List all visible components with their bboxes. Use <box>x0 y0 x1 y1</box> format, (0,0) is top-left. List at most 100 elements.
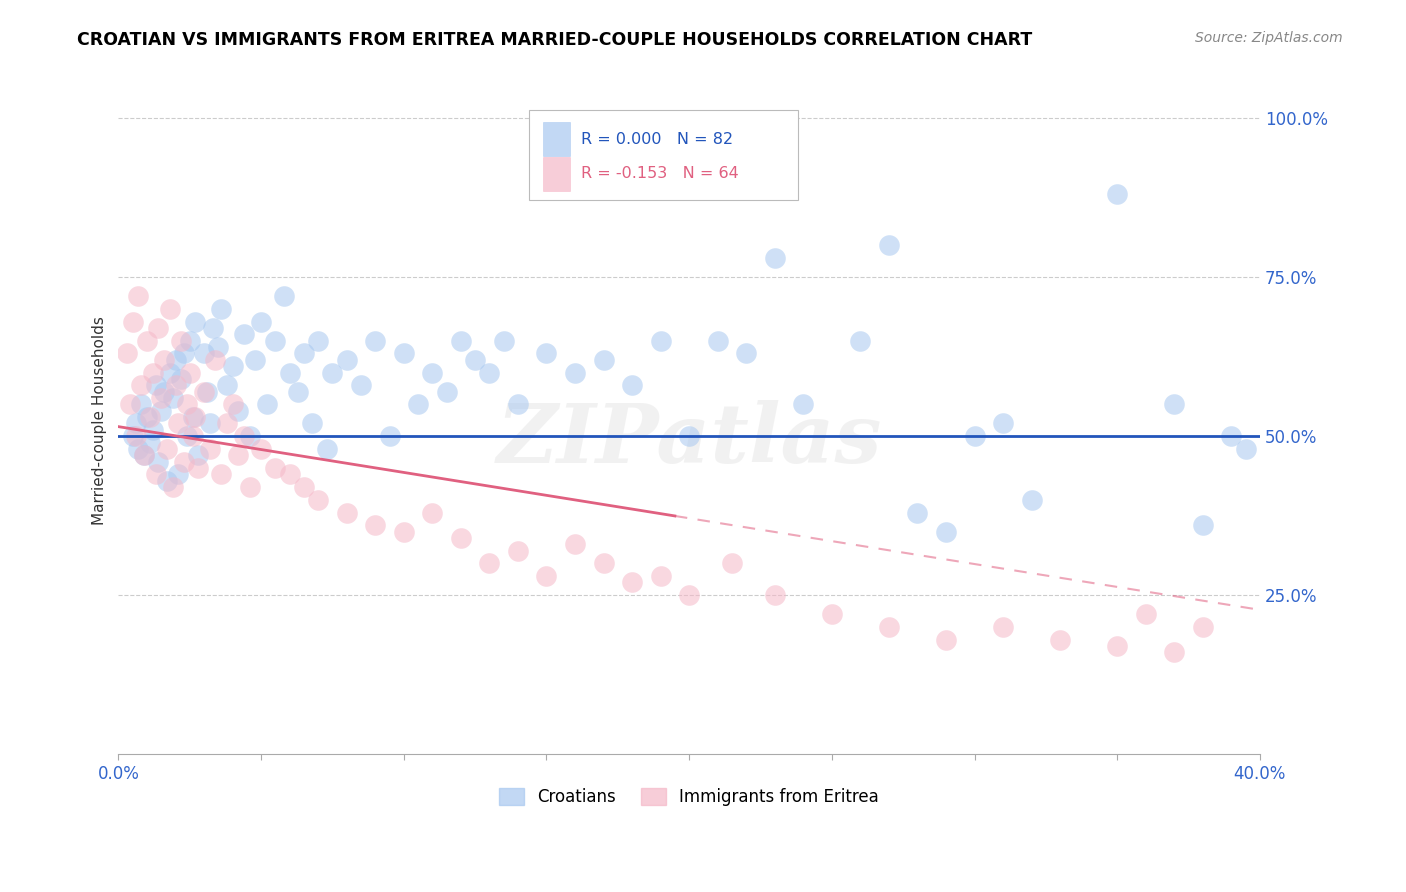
Point <box>136 410 159 425</box>
Point <box>148 455 170 469</box>
Point <box>506 543 529 558</box>
Point <box>134 448 156 462</box>
Point <box>250 442 273 456</box>
Point <box>392 524 415 539</box>
Point <box>264 461 287 475</box>
FancyBboxPatch shape <box>529 110 797 200</box>
Point <box>492 334 515 348</box>
FancyBboxPatch shape <box>543 122 571 156</box>
Point <box>184 410 207 425</box>
Point <box>207 340 229 354</box>
Point <box>292 480 315 494</box>
Point <box>1107 639 1129 653</box>
Point <box>1049 632 1071 647</box>
Point <box>187 461 209 475</box>
Point <box>127 289 149 303</box>
Point <box>849 334 872 348</box>
Point <box>678 429 700 443</box>
Point <box>162 391 184 405</box>
Point <box>124 417 146 431</box>
Point <box>763 251 786 265</box>
Point <box>963 429 986 443</box>
Point <box>278 467 301 482</box>
Point <box>215 417 238 431</box>
Legend: Croatians, Immigrants from Eritrea: Croatians, Immigrants from Eritrea <box>492 781 886 813</box>
Point <box>907 506 929 520</box>
Point <box>763 588 786 602</box>
Point <box>156 442 179 456</box>
Point <box>735 346 758 360</box>
Point <box>678 588 700 602</box>
Point <box>273 289 295 303</box>
Point <box>145 467 167 482</box>
Point <box>148 321 170 335</box>
Point <box>118 397 141 411</box>
Point <box>165 378 187 392</box>
Point <box>179 334 201 348</box>
Point <box>321 366 343 380</box>
Point <box>991 620 1014 634</box>
Text: R = -0.153   N = 64: R = -0.153 N = 64 <box>581 166 738 181</box>
Point <box>336 352 359 367</box>
Point <box>350 378 373 392</box>
Point <box>278 366 301 380</box>
Point <box>215 378 238 392</box>
Point <box>121 315 143 329</box>
Point <box>233 429 256 443</box>
Point <box>1021 492 1043 507</box>
Point <box>436 384 458 399</box>
Text: R = 0.000   N = 82: R = 0.000 N = 82 <box>581 132 733 146</box>
Point <box>821 607 844 622</box>
Point <box>877 620 900 634</box>
FancyBboxPatch shape <box>543 157 571 191</box>
Point <box>170 372 193 386</box>
Point <box>464 352 486 367</box>
Point <box>221 359 243 374</box>
Point <box>239 429 262 443</box>
Point <box>650 569 672 583</box>
Point <box>991 417 1014 431</box>
Point <box>129 397 152 411</box>
Point <box>142 423 165 437</box>
Point <box>167 467 190 482</box>
Point <box>621 378 644 392</box>
Text: ZIPatlas: ZIPatlas <box>496 401 882 480</box>
Point <box>420 366 443 380</box>
Point <box>564 366 586 380</box>
Point <box>201 321 224 335</box>
Point <box>536 346 558 360</box>
Point <box>176 397 198 411</box>
Point <box>721 557 744 571</box>
Point <box>292 346 315 360</box>
Point <box>256 397 278 411</box>
Point <box>478 557 501 571</box>
Point <box>134 448 156 462</box>
Point <box>221 397 243 411</box>
Point <box>226 403 249 417</box>
Point <box>792 397 814 411</box>
Y-axis label: Married-couple Households: Married-couple Households <box>93 316 107 524</box>
Point <box>226 448 249 462</box>
Point <box>162 480 184 494</box>
Point <box>287 384 309 399</box>
Point <box>145 378 167 392</box>
Point <box>181 429 204 443</box>
Point <box>1220 429 1243 443</box>
Point <box>239 480 262 494</box>
Point <box>204 352 226 367</box>
Point <box>159 301 181 316</box>
Point <box>173 455 195 469</box>
Point <box>165 352 187 367</box>
Point <box>129 378 152 392</box>
Point <box>307 492 329 507</box>
Text: CROATIAN VS IMMIGRANTS FROM ERITREA MARRIED-COUPLE HOUSEHOLDS CORRELATION CHART: CROATIAN VS IMMIGRANTS FROM ERITREA MARR… <box>77 31 1032 49</box>
Point <box>1135 607 1157 622</box>
Point <box>142 366 165 380</box>
Point <box>195 384 218 399</box>
Point <box>198 442 221 456</box>
Point <box>301 417 323 431</box>
Point <box>173 346 195 360</box>
Point <box>153 352 176 367</box>
Point <box>136 334 159 348</box>
Point <box>150 391 173 405</box>
